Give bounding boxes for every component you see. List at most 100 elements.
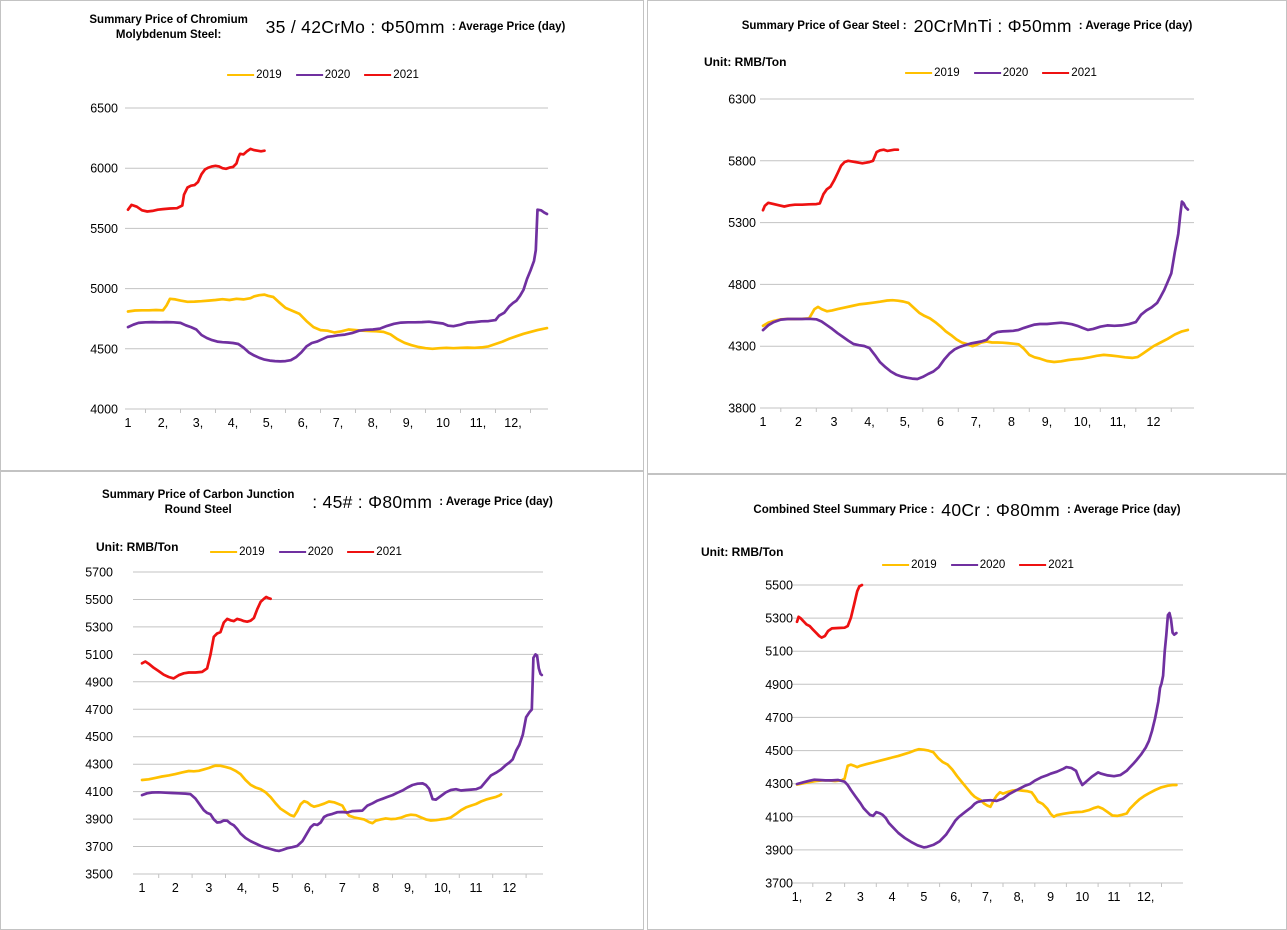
- chart-legend: 2019 2020 2021: [227, 69, 419, 81]
- svg-text:9,: 9,: [404, 881, 414, 895]
- svg-text:11: 11: [470, 881, 483, 895]
- chart-title-spec: : 45# : Φ80mm: [312, 492, 433, 513]
- svg-text:5500: 5500: [90, 222, 118, 236]
- svg-text:2: 2: [795, 415, 802, 429]
- svg-text:3: 3: [857, 890, 864, 904]
- legend-label-2021: 2021: [1071, 67, 1097, 79]
- svg-text:4900: 4900: [765, 678, 793, 692]
- svg-text:4900: 4900: [85, 675, 113, 689]
- legend-line-2020-icon: [295, 74, 323, 76]
- svg-text:2,: 2,: [158, 416, 168, 430]
- legend-label-2020: 2020: [1002, 67, 1029, 79]
- chart-panel-chromium-molybdenum: Summary Price of Chromium Molybdenum Ste…: [0, 0, 644, 471]
- svg-text:3700: 3700: [85, 840, 113, 854]
- chart-legend: 2019 2020 2021: [210, 546, 402, 558]
- svg-text:5100: 5100: [765, 645, 793, 659]
- svg-text:3900: 3900: [85, 813, 113, 827]
- svg-text:5800: 5800: [728, 154, 756, 168]
- svg-text:5: 5: [920, 890, 927, 904]
- svg-text:5100: 5100: [85, 648, 113, 662]
- svg-text:4700: 4700: [85, 703, 113, 717]
- svg-text:8: 8: [1008, 415, 1015, 429]
- unit-label: Unit: RMB/Ton: [701, 545, 784, 559]
- legend-item-2020: 2020: [973, 67, 1029, 79]
- svg-text:3,: 3,: [193, 416, 203, 430]
- chart-title-prefix: Summary Price of Chromium Molybdenum Ste…: [89, 14, 248, 41]
- chart-title-prefix: Combined Steel Summary Price :: [753, 504, 935, 517]
- legend-label-2019: 2019: [256, 69, 282, 81]
- chart-panel-gear-steel: Summary Price of Gear Steel : 20CrMnTi :…: [647, 0, 1287, 474]
- chart-title: Summary Price of Carbon Junction Round S…: [23, 488, 621, 518]
- chart-title-prefix: Summary Price of Gear Steel :: [741, 20, 907, 33]
- svg-text:5,: 5,: [263, 416, 273, 430]
- svg-text:9,: 9,: [1042, 415, 1052, 429]
- legend-item-2021: 2021: [1042, 67, 1097, 79]
- chart-title-suffix: : Average Price (day): [1078, 20, 1193, 33]
- svg-text:4,: 4,: [228, 416, 238, 430]
- legend-line-2019-icon: [905, 72, 933, 74]
- svg-text:6,: 6,: [298, 416, 308, 430]
- svg-text:6300: 6300: [728, 93, 756, 107]
- svg-text:4300: 4300: [728, 340, 756, 354]
- svg-text:1: 1: [125, 416, 132, 430]
- svg-text:5700: 5700: [85, 566, 113, 580]
- legend-item-2019: 2019: [227, 69, 282, 81]
- svg-text:1: 1: [139, 881, 146, 895]
- chart-panel-carbon-round-steel: Summary Price of Carbon Junction Round S…: [0, 471, 644, 930]
- legend-item-2020: 2020: [295, 69, 351, 81]
- svg-text:11,: 11,: [1110, 415, 1126, 429]
- svg-text:7,: 7,: [971, 415, 981, 429]
- svg-text:6000: 6000: [90, 162, 118, 176]
- svg-text:4500: 4500: [85, 730, 113, 744]
- svg-text:12,: 12,: [504, 416, 521, 430]
- svg-text:10,: 10,: [434, 881, 451, 895]
- svg-text:8,: 8,: [1014, 890, 1024, 904]
- chart-title-suffix: : Average Price (day): [451, 21, 566, 34]
- svg-text:1,: 1,: [792, 890, 802, 904]
- legend-item-2019: 2019: [882, 559, 937, 571]
- chart-title-suffix: : Average Price (day): [1067, 504, 1181, 517]
- svg-text:3900: 3900: [765, 843, 793, 857]
- svg-text:5300: 5300: [765, 612, 793, 626]
- svg-text:7,: 7,: [333, 416, 343, 430]
- legend-item-2021: 2021: [1019, 559, 1074, 571]
- svg-text:4,: 4,: [237, 881, 247, 895]
- legend-item-2021: 2021: [364, 69, 419, 81]
- svg-text:4: 4: [889, 890, 896, 904]
- svg-text:5000: 5000: [90, 282, 118, 296]
- legend-label-2019: 2019: [911, 559, 937, 571]
- svg-text:5300: 5300: [728, 216, 756, 230]
- svg-text:12: 12: [1147, 415, 1161, 429]
- unit-label: Unit: RMB/Ton: [96, 540, 179, 554]
- legend-label-2021: 2021: [1048, 559, 1074, 571]
- legend-label-2020: 2020: [324, 69, 351, 81]
- svg-text:4300: 4300: [85, 758, 113, 772]
- unit-label: Unit: RMB/Ton: [704, 55, 787, 69]
- legend-label-2019: 2019: [934, 67, 960, 79]
- svg-text:1: 1: [760, 415, 767, 429]
- svg-text:2: 2: [825, 890, 832, 904]
- svg-text:7: 7: [339, 881, 346, 895]
- svg-text:4800: 4800: [728, 278, 756, 292]
- legend-line-2021-icon: [347, 551, 375, 553]
- svg-text:4100: 4100: [765, 810, 793, 824]
- svg-text:5,: 5,: [900, 415, 910, 429]
- legend-line-2020-icon: [950, 564, 978, 566]
- legend-line-2020-icon: [973, 72, 1001, 74]
- svg-text:4700: 4700: [765, 711, 793, 725]
- svg-text:4100: 4100: [85, 785, 113, 799]
- svg-text:10: 10: [1075, 890, 1089, 904]
- svg-text:3: 3: [831, 415, 838, 429]
- svg-text:4300: 4300: [765, 777, 793, 791]
- chart-panel-combined-steel: Combined Steel Summary Price : 40Cr : Φ8…: [647, 474, 1287, 930]
- legend-item-2019: 2019: [210, 546, 265, 558]
- legend-item-2020: 2020: [950, 559, 1005, 571]
- legend-label-2021: 2021: [376, 546, 402, 558]
- price-line-chart: 5700 5500 5300 5100 4900 4700 4500 4300 4100 3900…: [85, 566, 544, 895]
- chart-title-prefix: Summary Price of Carbon Junction Round S…: [102, 489, 295, 516]
- svg-text:11: 11: [1108, 890, 1121, 904]
- svg-text:11,: 11,: [470, 416, 486, 430]
- svg-text:6,: 6,: [304, 881, 314, 895]
